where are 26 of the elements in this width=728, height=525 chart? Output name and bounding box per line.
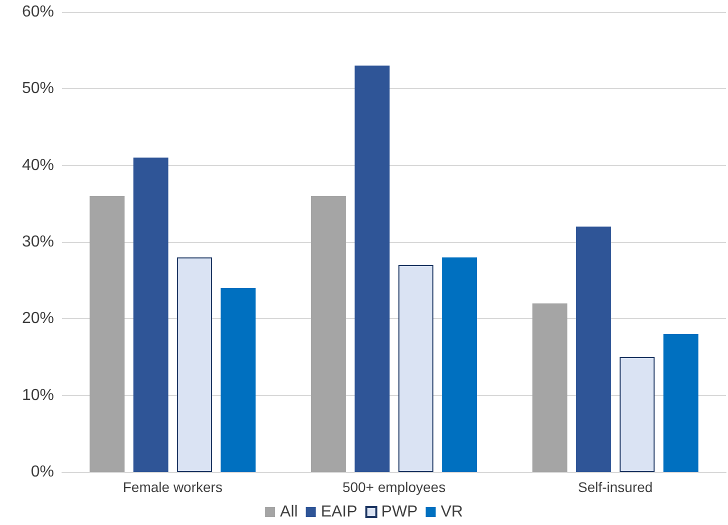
y-tick-label: 10% — [22, 386, 54, 404]
legend-label: EAIP — [320, 504, 358, 520]
bar — [133, 158, 168, 472]
x-tick-label: Self-insured — [578, 479, 653, 495]
bar — [532, 303, 568, 472]
bar — [354, 66, 390, 472]
y-tick-label: 40% — [22, 156, 54, 174]
y-tick-label: 30% — [22, 234, 54, 250]
bar — [177, 257, 212, 472]
y-tick-label: 50% — [22, 80, 54, 98]
x-tick-label: Female workers — [122, 479, 222, 495]
bar — [442, 257, 477, 472]
bar — [311, 196, 346, 472]
legend-label: VR — [440, 504, 463, 520]
bar — [576, 226, 611, 472]
bar — [620, 357, 655, 472]
legend-label: All — [280, 504, 298, 520]
bar — [398, 265, 434, 472]
y-tick-label: 0% — [30, 464, 54, 480]
bar — [663, 334, 698, 472]
legend-label: PWP — [381, 504, 418, 520]
bar — [90, 196, 125, 472]
x-tick-label: 500+ employees — [342, 479, 446, 495]
y-tick-label: 20% — [22, 310, 54, 328]
y-tick-label: 60% — [22, 4, 54, 20]
bar — [220, 288, 256, 472]
